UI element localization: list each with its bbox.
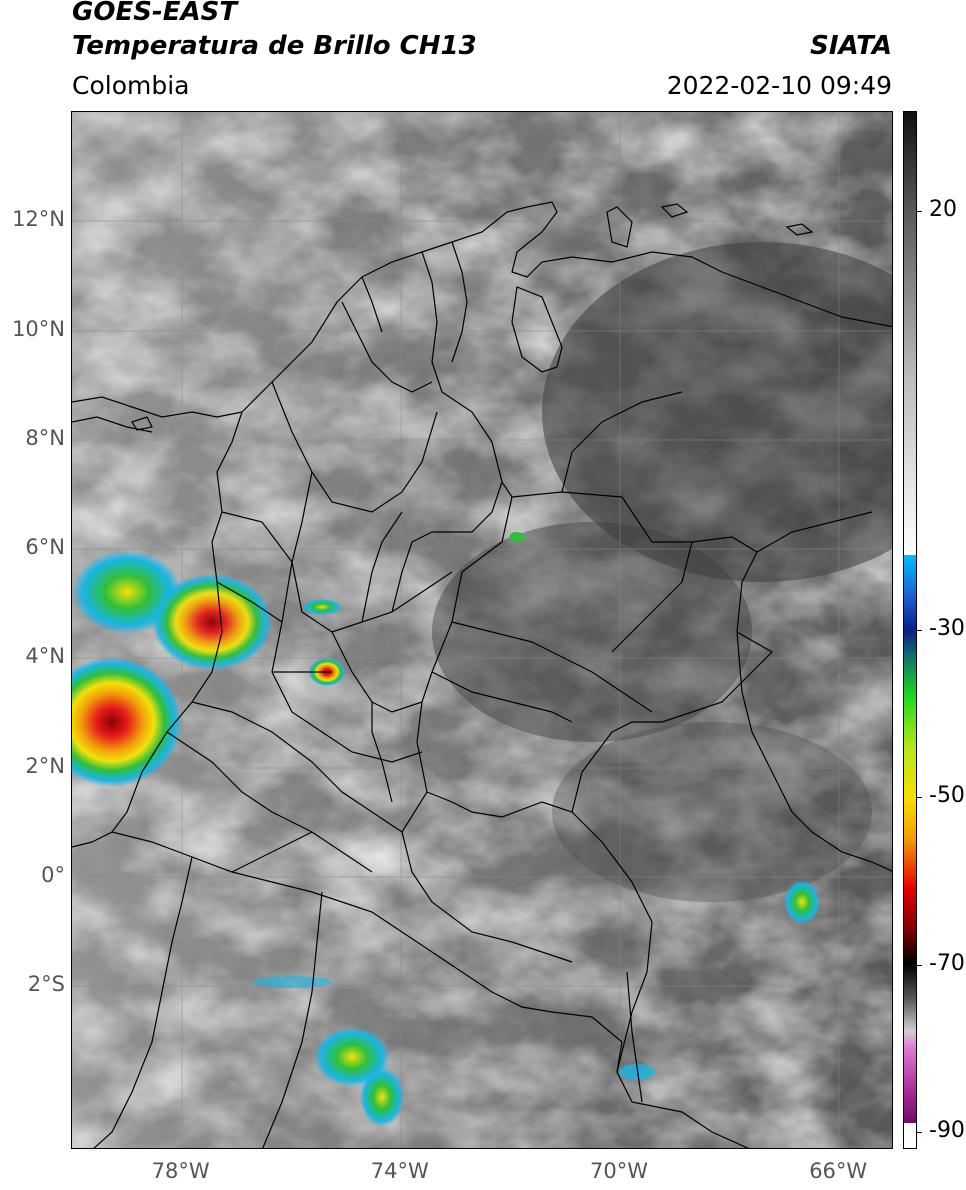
satellite-title: GOES-EAST	[72, 0, 238, 27]
boundaries	[72, 201, 892, 1148]
lon-tick-label: 70°W	[590, 1159, 648, 1183]
gridlines	[72, 112, 892, 1148]
lon-tick-label: 78°W	[151, 1159, 210, 1183]
lon-tick-label: 66°W	[809, 1159, 868, 1183]
lat-tick-label: 2°S	[27, 972, 65, 997]
colorbar-tick-label: -30	[929, 616, 965, 641]
lat-tick-label: 0°	[41, 862, 65, 887]
colorbar-tick-label: -70	[929, 950, 965, 976]
lat-tick-label: 4°N	[25, 644, 65, 669]
colorbar-tick-mark	[917, 964, 922, 966]
colorbar-tick-mark	[917, 797, 922, 799]
colorbar-tick-label: -50	[929, 783, 965, 809]
lat-tick-label: 2°N	[25, 753, 65, 778]
colorbar-tick-label: -90	[929, 1118, 965, 1144]
lat-tick-label: 12°N	[12, 207, 65, 232]
temperature-colorbar	[903, 111, 917, 1149]
map-canvas	[72, 112, 892, 1148]
lat-tick-label: 6°N	[25, 535, 65, 560]
product-title: Temperatura de Brillo CH13	[72, 31, 477, 61]
lat-tick-label: 8°N	[25, 425, 65, 450]
lat-tick-label: 10°N	[12, 316, 65, 341]
colorbar-tick-label: 20	[929, 197, 957, 223]
convective-storms	[72, 532, 820, 1127]
datetime-label: 2022-02-10 09:49	[666, 71, 892, 100]
colorbar-tick-mark	[917, 211, 922, 213]
organization-label: SIATA	[810, 31, 892, 61]
region-label: Colombia	[72, 71, 190, 100]
lon-tick-label: 74°W	[370, 1159, 429, 1183]
colorbar-tick-mark	[917, 630, 922, 631]
colorbar-tick-mark	[917, 1132, 922, 1134]
satellite-map[interactable]	[71, 111, 893, 1149]
